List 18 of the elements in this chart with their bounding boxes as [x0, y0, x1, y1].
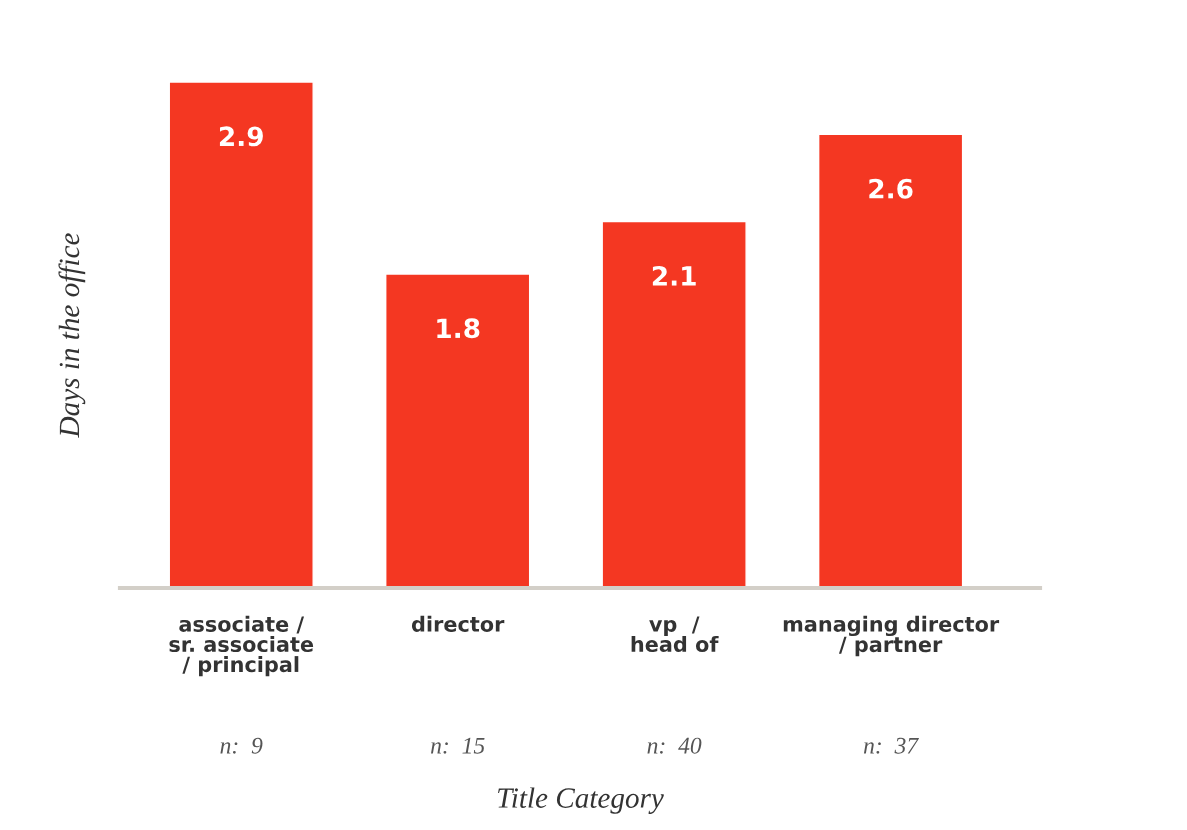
x-axis-title: Title Category [498, 787, 664, 814]
x-tick-label: associate / sr. associate / principal [169, 615, 314, 677]
data-label: 1.8 [437, 318, 480, 339]
x-tick-label: managing director / partner [783, 615, 1000, 657]
bar [601, 220, 747, 588]
data-label: 2.6 [869, 178, 913, 199]
data-label: 2.9 [219, 126, 263, 147]
text: n: 40 [647, 737, 702, 754]
y-axis-title: Days in the office [58, 233, 86, 438]
bar [168, 82, 314, 588]
bar [385, 273, 531, 588]
bar [817, 133, 964, 588]
text: n: 37 [863, 737, 919, 754]
x-tick-label: director [411, 615, 505, 632]
text: n: 15 [430, 737, 485, 754]
x-tick-label: vp / head of [631, 616, 719, 653]
data-label: 2.1 [652, 265, 696, 286]
text: n: 9 [220, 737, 263, 754]
